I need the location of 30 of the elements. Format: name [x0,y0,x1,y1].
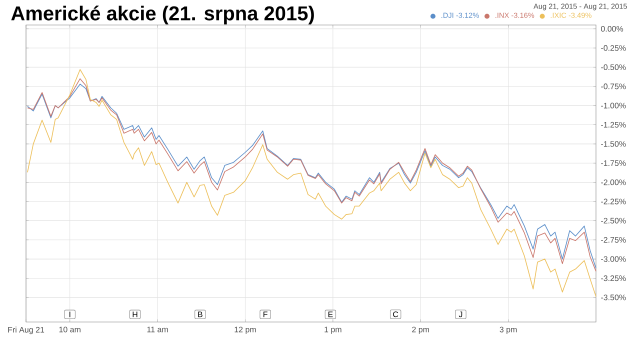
annotation: E [328,312,333,318]
y-tick-label: -0.50% [601,64,626,70]
x-tick-label: 3 pm [500,326,517,334]
y-tick-label: -3.25% [601,275,626,282]
y-tick-label: -3.50% [601,294,626,300]
x-tick-label: Fri Aug 21 [8,326,44,334]
x-tick-label: 11 am [147,326,168,332]
y-tick-label: -1.75% [601,160,626,166]
y-tick-label: -2.75% [601,237,626,243]
annotation: C [393,311,398,318]
y-tick-label: -1.25% [601,122,626,128]
y-tick-label: -3.00% [601,256,626,262]
chart-title: Americké akcie (21. srpna 2015) [11,6,314,24]
annotation: B [198,312,202,318]
annotation: H [132,312,138,318]
y-tick-label: -2.00% [601,179,626,186]
y-tick-label: -2.50% [601,218,626,224]
x-tick-label: 10 am [59,326,80,332]
x-tick-label: 12 pm [234,326,256,334]
x-tick-label: 2 pm [412,326,429,334]
annotation: F [264,312,268,318]
y-tick-label: -2.25% [601,198,626,204]
y-tick-label: -1.00% [601,102,626,108]
y-tick-label: -0.75% [601,84,626,90]
x-tick-label: 1 pm [324,326,342,334]
y-tick-label: -0.25% [601,45,626,51]
line-series [27,69,596,298]
annotation: J [458,312,462,318]
y-tick-label: -1.50% [601,141,626,147]
y-tick-label: 0.00% [601,26,624,32]
